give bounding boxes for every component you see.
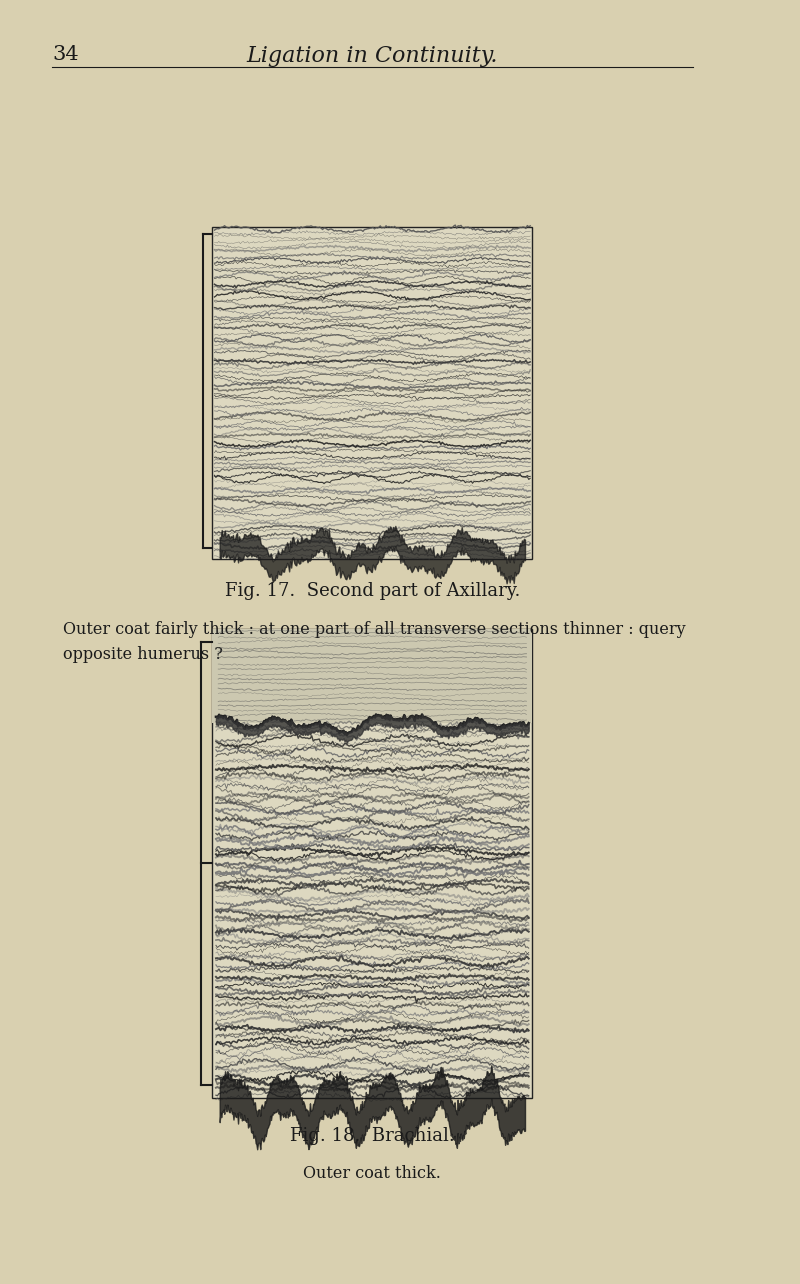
Bar [212, 227, 533, 559]
Text: Fig. 18.  Brachial.: Fig. 18. Brachial. [290, 1127, 454, 1145]
Bar [212, 629, 533, 723]
Text: Fig. 17.  Second part of Axillary.: Fig. 17. Second part of Axillary. [225, 582, 520, 600]
Text: Outer coat fairly thick : at one part of all transverse sections thinner : query: Outer coat fairly thick : at one part of… [63, 621, 686, 664]
Bar [212, 629, 533, 1098]
Text: Ligation in Continuity.: Ligation in Continuity. [246, 45, 498, 67]
Text: 34: 34 [52, 45, 78, 64]
Text: Outer coat thick.: Outer coat thick. [303, 1165, 442, 1181]
